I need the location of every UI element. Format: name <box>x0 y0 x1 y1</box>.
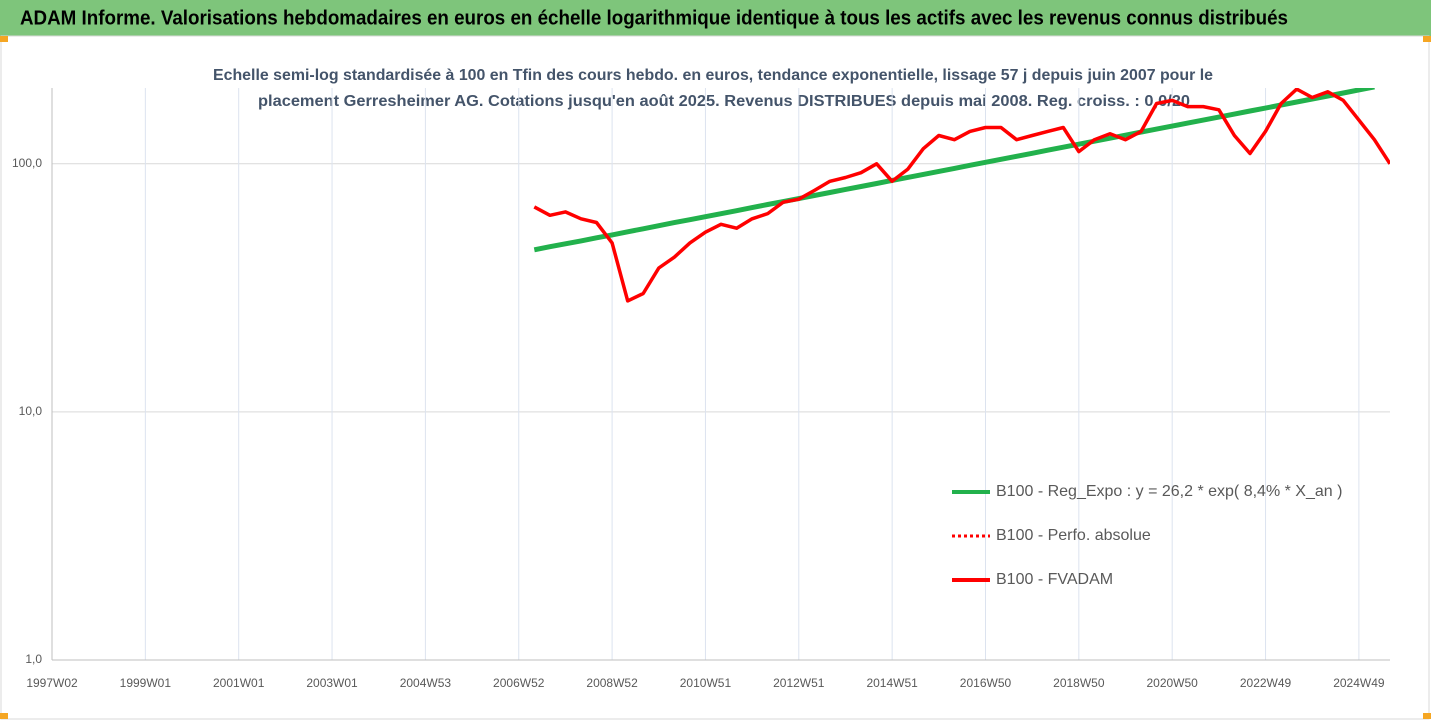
x-tick-label: 2014W51 <box>866 676 918 690</box>
chart-title: ADAM Informe. Valorisations hebdomadaire… <box>20 7 1288 29</box>
x-tick-label: 2018W50 <box>1053 676 1105 690</box>
legend-label: B100 - Perfo. absolue <box>996 527 1151 544</box>
x-tick-label: 2016W50 <box>960 676 1012 690</box>
corner-mark <box>0 36 8 42</box>
series-line <box>533 88 1375 253</box>
corner-mark <box>1423 36 1431 42</box>
plot-area <box>533 88 1390 303</box>
x-tick-label: 2020W50 <box>1146 676 1198 690</box>
chart-subtitle: Echelle semi-log standardisée à 100 en T… <box>213 67 1213 84</box>
corner-mark <box>0 713 8 719</box>
x-tick-label: 1999W01 <box>120 676 172 690</box>
x-tick-label: 2010W51 <box>680 676 732 690</box>
x-tick-label: 2003W01 <box>306 676 358 690</box>
x-tick-label: 2024W49 <box>1333 676 1385 690</box>
y-tick-label: 10,0 <box>19 404 43 418</box>
x-tick-label: 2006W52 <box>493 676 545 690</box>
y-tick-label: 100,0 <box>12 156 42 170</box>
x-tick-label: 1997W02 <box>26 676 78 690</box>
series-line <box>533 88 1390 303</box>
x-tick-label: 2012W51 <box>773 676 825 690</box>
x-tick-label: 2001W01 <box>213 676 265 690</box>
header-band <box>0 0 1431 36</box>
y-tick-label: 1,0 <box>25 652 42 666</box>
x-tick-label: 2022W49 <box>1240 676 1292 690</box>
grid <box>51 88 1390 661</box>
legend: B100 - Reg_Expo : y = 26,2 * exp( 8,4% *… <box>952 483 1342 588</box>
legend-label: B100 - FVADAM <box>996 571 1113 588</box>
axis-labels: 1,0 10,0 100,0 1997W02 1999W01 2001W01 2003W01… <box>12 156 1385 690</box>
corner-mark <box>1423 713 1431 719</box>
chart-subtitle: placement Gerresheimer AG. Cotations jus… <box>258 93 1190 110</box>
x-tick-label: 2004W53 <box>400 676 452 690</box>
legend-label: B100 - Reg_Expo : y = 26,2 * exp( 8,4% *… <box>996 483 1342 500</box>
chart-frame <box>0 35 1430 720</box>
x-tick-label: 2008W52 <box>586 676 638 690</box>
